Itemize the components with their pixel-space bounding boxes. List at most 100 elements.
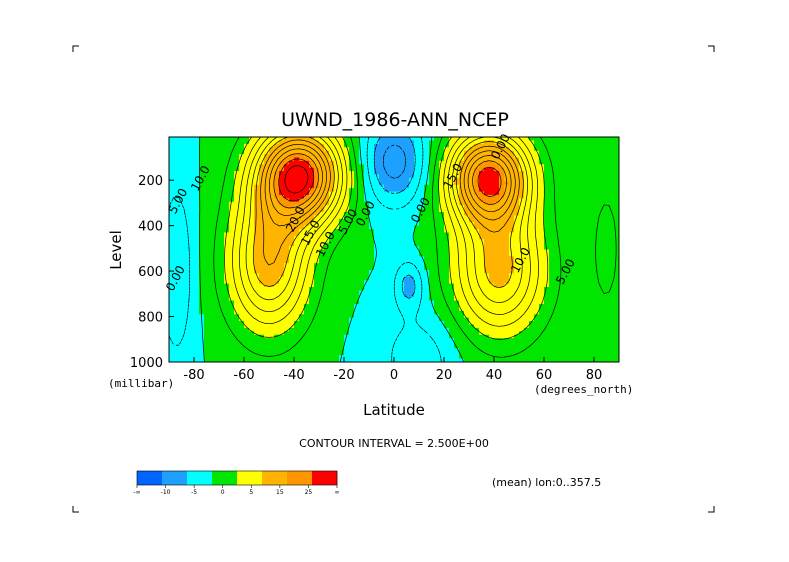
field-cell: [494, 150, 500, 155]
field-cell: [239, 181, 245, 186]
field-cell: [449, 256, 455, 261]
field-cell: [604, 314, 610, 319]
field-cell: [584, 212, 590, 217]
field-cell: [169, 280, 175, 285]
field-cell: [239, 222, 245, 227]
field-cell: [519, 321, 525, 326]
field-cell: [379, 167, 385, 172]
field-cell: [614, 160, 619, 165]
field-cell: [414, 160, 420, 165]
field-cell: [574, 222, 580, 227]
field-cell: [559, 293, 565, 298]
field-cell: [609, 150, 615, 155]
field-cell: [599, 314, 605, 319]
field-cell: [314, 222, 320, 227]
field-cell: [344, 239, 350, 244]
field-cell: [329, 310, 335, 315]
field-cell: [309, 181, 315, 186]
field-cell: [389, 150, 395, 155]
field-cell: [189, 314, 195, 319]
field-cell: [224, 242, 230, 247]
field-cell: [184, 266, 190, 271]
field-cell: [479, 276, 485, 281]
field-cell: [454, 287, 460, 292]
field-cell: [579, 194, 585, 199]
field-cell: [479, 307, 485, 312]
field-cell: [284, 147, 290, 152]
field-cell: [539, 273, 545, 278]
field-cell: [564, 167, 570, 172]
field-cell: [369, 242, 375, 247]
field-cell: [589, 287, 595, 292]
field-cell: [474, 300, 480, 305]
field-cell: [594, 256, 600, 261]
field-cell: [504, 276, 510, 281]
field-cell: [449, 266, 455, 271]
field-cell: [569, 164, 575, 169]
field-cell: [489, 317, 495, 322]
field-cell: [254, 252, 260, 257]
field-cell: [349, 263, 355, 268]
field-cell: [529, 205, 535, 210]
field-cell: [304, 252, 310, 257]
field-cell: [394, 208, 400, 213]
field-cell: [169, 307, 175, 312]
field-cell: [604, 147, 610, 152]
field-cell: [214, 314, 220, 319]
field-cell: [259, 164, 265, 169]
field-cell: [189, 154, 195, 159]
field-cell: [324, 314, 330, 319]
field-cell: [534, 273, 540, 278]
field-cell: [479, 137, 485, 142]
field-cell: [169, 269, 175, 274]
field-cell: [364, 212, 370, 217]
field-cell: [524, 242, 530, 247]
field-cell: [224, 177, 230, 182]
field-cell: [339, 201, 345, 206]
field-cell: [529, 215, 535, 220]
field-cell: [584, 300, 590, 305]
field-cell: [374, 300, 380, 305]
field-cell: [489, 280, 495, 285]
field-cell: [559, 307, 565, 312]
field-cell: [219, 188, 225, 193]
field-cell: [224, 324, 230, 329]
field-cell: [394, 314, 400, 319]
field-cell: [614, 198, 619, 203]
field-cell: [189, 167, 195, 172]
field-cell: [609, 205, 615, 210]
field-cell: [549, 239, 555, 244]
field-cell: [419, 143, 425, 148]
field-cell: [279, 269, 285, 274]
field-cell: [374, 188, 380, 193]
field-cell: [249, 232, 255, 237]
field-cell: [259, 167, 265, 172]
field-cell: [224, 201, 230, 206]
field-cell: [564, 150, 570, 155]
field-cell: [279, 293, 285, 298]
field-cell: [234, 188, 240, 193]
field-cell: [309, 256, 315, 261]
field-cell: [224, 184, 230, 189]
field-cell: [499, 225, 505, 230]
field-cell: [609, 297, 615, 302]
field-cell: [614, 137, 619, 142]
field-cell: [269, 242, 275, 247]
field-cell: [189, 229, 195, 234]
field-cell: [399, 208, 405, 213]
field-cell: [289, 188, 295, 193]
field-cell: [409, 317, 415, 322]
field-cell: [574, 218, 580, 223]
field-cell: [369, 143, 375, 148]
field-cell: [279, 290, 285, 295]
field-cell: [324, 137, 330, 142]
field-cell: [609, 194, 615, 199]
field-cell: [334, 205, 340, 210]
field-cell: [569, 280, 575, 285]
field-cell: [474, 321, 480, 326]
field-cell: [514, 269, 520, 274]
field-cell: [204, 259, 210, 264]
field-cell: [269, 160, 275, 165]
field-cell: [414, 242, 420, 247]
field-cell: [254, 276, 260, 281]
